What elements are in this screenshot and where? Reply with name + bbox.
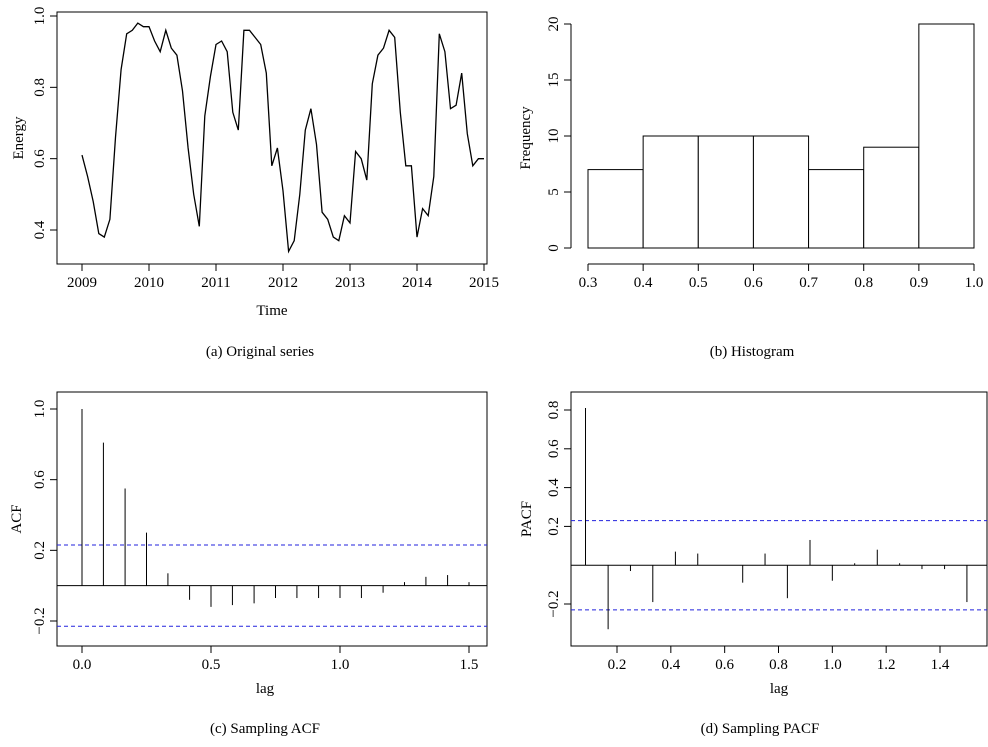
b-xtick-label: 0.6 — [744, 275, 763, 291]
d-ytick-label: 0.4 — [546, 478, 562, 497]
caption-b: (b) Histogram — [710, 344, 795, 360]
d-ytick-label: −0.2 — [546, 590, 562, 617]
d-ytick-label: 0.6 — [546, 439, 562, 458]
ticks-d: 0.2 0.4 0.6 0.8 1.0 1.2 1.4 −0.2 0.2 0.4 0.6 0.8 — [546, 401, 950, 673]
b-ytick-label: 15 — [546, 73, 562, 88]
histogram-bar — [587, 169, 644, 249]
energy-series-line — [81, 22, 484, 254]
d-xtick-label: 0.2 — [608, 657, 627, 673]
b-xtick-label: 0.9 — [909, 275, 928, 291]
b-ytick-label: 10 — [546, 129, 562, 144]
c-xtick-label: 1.5 — [460, 657, 479, 673]
caption-a: (a) Original series — [206, 344, 314, 360]
b-ytick-label: 5 — [546, 188, 562, 196]
panel-sampling-acf: 0.0 0.5 1.0 1.5 −0.2 0.2 0.6 1.0 lag ACF (c) Sa… — [9, 391, 488, 737]
a-ytick-label: 0.6 — [32, 149, 48, 168]
ticks-b: 0.3 0.4 0.5 0.6 0.7 0.8 0.9 1.0 0 5 10 15 20 — [546, 17, 983, 292]
c-xtick-label: 0.0 — [73, 657, 92, 673]
y-axis-label-b: Frequency — [518, 106, 534, 170]
b-ytick-label: 20 — [546, 17, 562, 32]
c-ytick-label: −0.2 — [32, 607, 48, 634]
a-xtick-label: 2009 — [67, 275, 97, 291]
histogram-bars — [587, 23, 975, 249]
pacf-spikes — [571, 408, 987, 630]
series-marks-a — [81, 22, 484, 254]
plot-frame-c — [56, 391, 488, 647]
c-ytick-label: 1.0 — [32, 400, 48, 419]
b-xtick-label: 0.3 — [579, 275, 598, 291]
a-xtick-label: 2014 — [402, 275, 433, 291]
y-axis-label-a: Energy — [11, 116, 27, 160]
d-xtick-label: 0.8 — [769, 657, 788, 673]
caption-d: (d) Sampling PACF — [701, 721, 820, 737]
histogram-bar — [752, 135, 810, 249]
x-axis-label-a: Time — [256, 303, 287, 319]
y-axis-label-c: ACF — [9, 504, 25, 533]
histogram-bar — [808, 169, 865, 249]
acf-spikes — [57, 409, 487, 627]
c-xtick-label: 0.5 — [202, 657, 221, 673]
c-xtick-label: 1.0 — [331, 657, 350, 673]
b-xtick-label: 1.0 — [965, 275, 984, 291]
b-xtick-label: 0.8 — [854, 275, 873, 291]
panel-sampling-pacf: 0.2 0.4 0.6 0.8 1.0 1.2 1.4 −0.2 0.2 0.4 0.6 0.8 la… — [519, 391, 988, 737]
histogram-bar — [642, 135, 699, 249]
a-ytick-label: 1.0 — [32, 7, 48, 26]
c-ytick-label: 0.2 — [32, 541, 48, 560]
a-ytick-label: 0.4 — [32, 220, 48, 239]
panel-original-series: 2009 2010 2011 2012 2013 2014 2015 0.4 0.6 0.8 1.0… — [11, 7, 499, 360]
x-axis-label-d: lag — [770, 681, 789, 697]
a-ytick-label: 0.8 — [32, 78, 48, 97]
histogram-bar — [863, 146, 920, 249]
d-xtick-label: 1.2 — [877, 657, 896, 673]
d-xtick-label: 0.4 — [661, 657, 680, 673]
plot-frame-d — [570, 391, 988, 647]
d-xtick-label: 1.4 — [931, 657, 950, 673]
d-xtick-label: 0.6 — [715, 657, 734, 673]
d-ytick-label: 0.2 — [546, 517, 562, 536]
ticks-c: 0.0 0.5 1.0 1.5 −0.2 0.2 0.6 1.0 — [32, 400, 478, 673]
c-ytick-label: 0.6 — [32, 470, 48, 489]
plot-frame-a — [56, 11, 488, 265]
a-xtick-label: 2015 — [469, 275, 499, 291]
b-xtick-label: 0.7 — [799, 275, 818, 291]
b-xtick-label: 0.5 — [689, 275, 708, 291]
d-xtick-label: 1.0 — [823, 657, 842, 673]
caption-c: (c) Sampling ACF — [210, 721, 320, 737]
ticks-a: 2009 2010 2011 2012 2013 2014 2015 0.4 0.6 0.8 1.0 — [32, 7, 499, 291]
b-ytick-label: 0 — [546, 244, 562, 252]
a-xtick-label: 2013 — [335, 275, 365, 291]
a-xtick-label: 2012 — [268, 275, 298, 291]
a-xtick-label: 2010 — [134, 275, 164, 291]
x-axis-label-c: lag — [256, 681, 275, 697]
d-ytick-label: 0.8 — [546, 401, 562, 420]
histogram-bar — [918, 23, 975, 249]
histogram-bar — [697, 135, 754, 249]
y-axis-label-d: PACF — [519, 501, 535, 537]
a-xtick-label: 2011 — [201, 275, 230, 291]
panel-histogram: 0.3 0.4 0.5 0.6 0.7 0.8 0.9 1.0 0 5 10 15 20 Frequen… — [518, 17, 983, 361]
b-xtick-label: 0.4 — [634, 275, 653, 291]
